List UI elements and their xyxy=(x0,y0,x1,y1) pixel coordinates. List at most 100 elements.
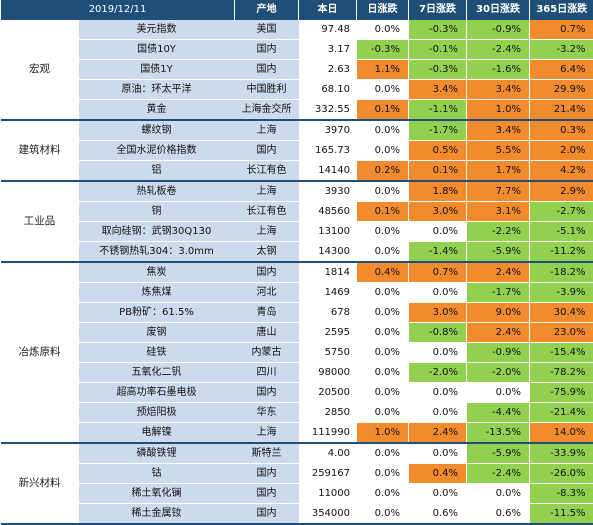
item-source: 国内 xyxy=(235,484,299,504)
today-value: 1814 xyxy=(299,262,357,283)
item-name: 国债10Y xyxy=(79,40,235,60)
change-7d: 0.5% xyxy=(409,141,467,161)
change-7d: -1.7% xyxy=(409,120,467,141)
change-7d: 0.0% xyxy=(409,443,467,464)
item-name: 五氧化二钒 xyxy=(79,363,235,383)
change-7d: -1.1% xyxy=(409,100,467,121)
item-name: 全国水泥价格指数 xyxy=(79,141,235,161)
change-30d: -2.4% xyxy=(467,40,530,60)
item-name: 焦炭 xyxy=(79,262,235,283)
item-source: 国内 xyxy=(235,141,299,161)
item-source: 内蒙古 xyxy=(235,343,299,363)
change-365d: -8.3% xyxy=(530,484,593,504)
item-name: 炼焦煤 xyxy=(79,283,235,303)
change-7d: 0.1% xyxy=(409,161,467,182)
change-365d: -3.2% xyxy=(530,40,593,60)
item-source: 河北 xyxy=(235,283,299,303)
change-7d: 3.0% xyxy=(409,202,467,222)
today-value: 332.55 xyxy=(299,100,357,121)
today-value: 3970 xyxy=(299,120,357,141)
change-365d: -21.4% xyxy=(530,403,593,423)
daily-change: 0.0% xyxy=(357,363,409,383)
change-30d: 3.4% xyxy=(467,120,530,141)
header-today: 本日 xyxy=(299,0,357,20)
item-source: 上海金交所 xyxy=(235,100,299,121)
item-name: 超高功率石墨电极 xyxy=(79,383,235,403)
daily-change: 0.0% xyxy=(357,403,409,423)
change-365d: -18.2% xyxy=(530,262,593,283)
change-30d: 3.4% xyxy=(467,80,530,100)
daily-change: 0.0% xyxy=(357,343,409,363)
change-365d: 21.4% xyxy=(530,100,593,121)
change-30d: 9.0% xyxy=(467,303,530,323)
change-30d: 0.6% xyxy=(467,504,530,525)
item-name: 原油：环太平洋 xyxy=(79,80,235,100)
item-source: 唐山 xyxy=(235,323,299,343)
today-value: 1469 xyxy=(299,283,357,303)
item-name: 取向硅钢：武钢30Q130 xyxy=(79,222,235,242)
item-name: 硅铁 xyxy=(79,343,235,363)
change-30d: -2.0% xyxy=(467,363,530,383)
change-365d: -15.4% xyxy=(530,343,593,363)
change-7d: 0.0% xyxy=(409,222,467,242)
daily-change: 0.0% xyxy=(357,484,409,504)
item-name: 铝 xyxy=(79,161,235,182)
item-name: 稀土金属钕 xyxy=(79,504,235,525)
change-30d: 1.0% xyxy=(467,100,530,121)
daily-change: 0.0% xyxy=(357,323,409,343)
item-source: 青岛 xyxy=(235,303,299,323)
change-365d: -78.2% xyxy=(530,363,593,383)
change-7d: 0.4% xyxy=(409,464,467,484)
header-source: 产地 xyxy=(235,0,299,20)
today-value: 4.00 xyxy=(299,443,357,464)
item-name: 磷酸铁锂 xyxy=(79,443,235,464)
item-source: 美国 xyxy=(235,20,299,40)
change-7d: -0.3% xyxy=(409,60,467,80)
item-source: 中国胜利 xyxy=(235,80,299,100)
change-365d: -2.7% xyxy=(530,202,593,222)
change-7d: -0.3% xyxy=(409,20,467,40)
item-name: 国债1Y xyxy=(79,60,235,80)
change-30d: -1.7% xyxy=(467,283,530,303)
change-7d: 3.4% xyxy=(409,80,467,100)
daily-change: 0.4% xyxy=(357,262,409,283)
daily-change: 0.0% xyxy=(357,242,409,263)
today-value: 5750 xyxy=(299,343,357,363)
item-source: 国内 xyxy=(235,40,299,60)
change-365d: 6.4% xyxy=(530,60,593,80)
category-label: 冶炼原料 xyxy=(1,262,79,443)
item-name: 螺纹钢 xyxy=(79,120,235,141)
change-30d: -13.5% xyxy=(467,423,530,444)
header-365d-change: 365日涨跌 xyxy=(530,0,593,20)
item-source: 国内 xyxy=(235,262,299,283)
daily-change: 0.1% xyxy=(357,202,409,222)
change-7d: 3.0% xyxy=(409,303,467,323)
category-label: 宏观 xyxy=(1,20,79,120)
item-source: 上海 xyxy=(235,120,299,141)
category-label: 建筑材料 xyxy=(1,120,79,181)
change-7d: 0.0% xyxy=(409,343,467,363)
item-source: 国内 xyxy=(235,504,299,525)
change-30d: 3.1% xyxy=(467,202,530,222)
item-name: 废钢 xyxy=(79,323,235,343)
header-date: 2019/12/11 xyxy=(1,0,235,20)
change-7d: 0.0% xyxy=(409,403,467,423)
header-row: 2019/12/11 产地 本日 日涨跌 7日涨跌 30日涨跌 365日涨跌 xyxy=(1,0,593,20)
change-7d: -1.4% xyxy=(409,242,467,263)
item-name: 黄金 xyxy=(79,100,235,121)
item-name: 电解镍 xyxy=(79,423,235,444)
change-365d: -3.9% xyxy=(530,283,593,303)
